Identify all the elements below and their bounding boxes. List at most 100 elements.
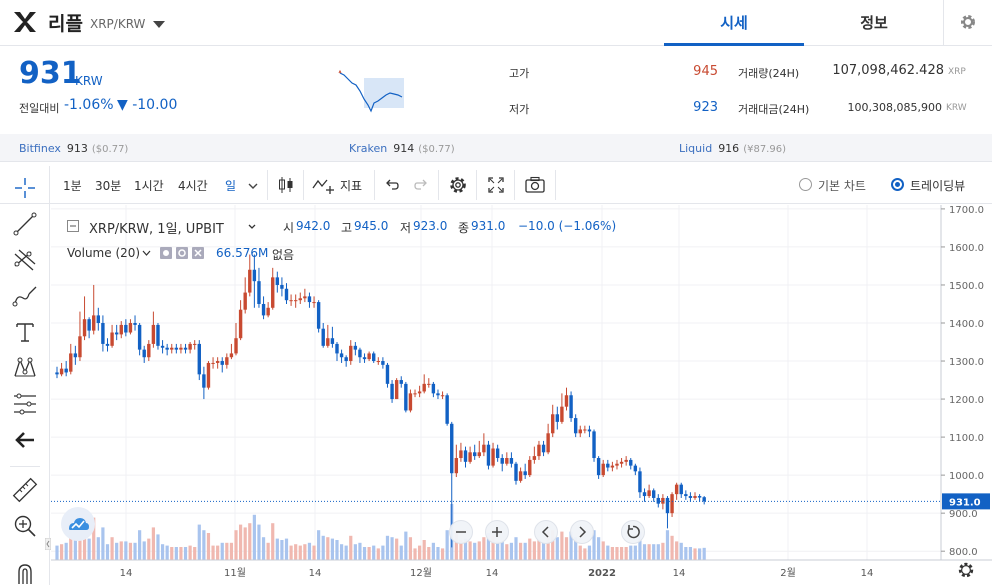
exchange-liquid[interactable]: Liquid 916 (¥87.96)	[679, 142, 786, 155]
interval-30m[interactable]: 30분	[95, 179, 122, 193]
volume-bar	[642, 544, 647, 560]
volume-bar	[390, 537, 394, 560]
legend-high-label: 고	[341, 221, 353, 235]
change-amount: ▼ -10.00	[117, 97, 178, 113]
coin-header: 리플 XRP/KRW 시세 정보	[0, 0, 992, 46]
reset-chart-button[interactable]	[621, 520, 645, 544]
volume-bar	[252, 514, 256, 560]
magnet-icon[interactable]	[11, 558, 39, 585]
pattern-icon[interactable]	[11, 354, 39, 382]
indicator-button[interactable]: 지표	[340, 179, 363, 193]
scroll-right-button[interactable]	[570, 520, 594, 544]
arrow-left-icon[interactable]	[11, 426, 39, 454]
volume-chevron-icon[interactable]	[142, 250, 151, 257]
price-chart[interactable]: 1700.0 1600.0 1500.0 1400.0 1300.0 1200.0 1100…	[51, 205, 992, 585]
volume-bar	[693, 548, 697, 560]
interval-chevron-down-icon[interactable]	[247, 182, 259, 190]
volume-bar	[105, 544, 110, 560]
volume-bar	[385, 535, 390, 560]
zoom-in-button[interactable]	[485, 520, 509, 544]
crosshair-icon[interactable]	[11, 174, 39, 202]
scroll-left-button[interactable]	[534, 520, 558, 544]
fib-retracement-icon[interactable]	[11, 390, 39, 418]
candle-body	[486, 444, 491, 466]
volume-bar	[147, 538, 151, 560]
tradingview-radio[interactable]	[891, 178, 904, 191]
chart-axis-settings-icon[interactable]	[956, 560, 976, 580]
text-tool-icon[interactable]	[11, 318, 39, 346]
interval-1h[interactable]: 1시간	[134, 179, 164, 193]
tab-price[interactable]: 시세	[664, 0, 804, 46]
volume-bar	[289, 545, 293, 560]
camera-icon[interactable]	[524, 176, 546, 194]
volume-legend-buttons[interactable]	[160, 247, 208, 259]
undo-icon[interactable]	[384, 177, 400, 193]
volume-bar	[436, 547, 440, 560]
volume-bar	[422, 540, 426, 560]
candle-body	[316, 302, 321, 329]
redo-icon[interactable]	[413, 177, 429, 193]
brush-icon[interactable]	[11, 282, 39, 310]
current-price-tag	[942, 493, 990, 510]
exchange-kraken[interactable]: Kraken 914 ($0.77)	[349, 142, 455, 155]
pitchfork-icon[interactable]	[11, 246, 39, 274]
volume-bar	[92, 517, 96, 560]
exchange-name: Liquid	[679, 142, 713, 155]
chart-settings-gear-icon[interactable]	[448, 175, 468, 195]
candle-body	[652, 490, 656, 498]
exchange-usd: (¥87.96)	[743, 144, 786, 155]
candle-body	[78, 336, 82, 358]
zoom-in-icon[interactable]	[11, 512, 39, 540]
candle-body	[202, 374, 206, 388]
volume-bar	[317, 530, 321, 560]
volume-legend-value: 66.576M	[216, 246, 269, 260]
indicator-icon[interactable]	[312, 176, 336, 196]
volume-bar	[339, 544, 344, 560]
candle-body	[358, 349, 362, 358]
interval-1d[interactable]: 일	[225, 179, 237, 193]
exchange-bitfinex[interactable]: Bitfinex 913 ($0.77)	[19, 142, 128, 155]
candle-body	[408, 393, 413, 411]
pair-dropdown-icon[interactable]	[153, 21, 165, 28]
volume-bar	[661, 542, 665, 560]
candle-body	[505, 458, 509, 464]
basic-chart-label[interactable]: 기본 차트	[818, 179, 866, 193]
volume-bar	[362, 547, 367, 560]
candle-body	[55, 372, 59, 375]
tradingview-logo-button[interactable]	[61, 507, 95, 541]
trend-line-icon[interactable]	[11, 210, 39, 238]
interval-1m[interactable]: 1분	[63, 179, 82, 193]
interval-4h[interactable]: 4시간	[178, 179, 208, 193]
candle-style-icon[interactable]	[276, 175, 296, 195]
candle-body	[381, 361, 385, 365]
volume-bar	[151, 527, 155, 560]
fullscreen-icon[interactable]	[487, 176, 505, 194]
volume-bar	[229, 542, 234, 560]
candle-body	[638, 471, 642, 493]
volume-bar	[330, 538, 334, 560]
volume-bar	[101, 527, 105, 560]
legend-symbol[interactable]: XRP/KRW, 1일, UPBIT	[89, 222, 224, 237]
volume-bar	[115, 542, 119, 560]
collapse-legend-icon[interactable]	[67, 220, 79, 232]
chart-canvas[interactable]: 1700.0 1600.0 1500.0 1400.0 1300.0 1200.0 1100…	[51, 205, 992, 585]
ruler-icon[interactable]	[11, 476, 39, 504]
price-unit: KRW	[75, 74, 103, 88]
tradingview-label[interactable]: 트레이딩뷰	[910, 179, 966, 193]
y-tick-label: 1600.0	[949, 243, 984, 254]
candle-body	[344, 357, 348, 362]
candle-body	[596, 458, 601, 476]
exchange-price: 913	[66, 142, 88, 155]
basic-chart-radio[interactable]	[799, 178, 812, 191]
legend-change: −10.0 (−1.06%)	[518, 219, 617, 233]
collapse-toolbar-icon[interactable]	[45, 538, 51, 550]
y-tick-label: 1100.0	[949, 433, 984, 444]
settings-button[interactable]	[943, 0, 992, 46]
tab-info[interactable]: 정보	[860, 14, 888, 32]
candle-body	[147, 343, 151, 358]
candle-body	[560, 406, 564, 422]
zoom-out-button[interactable]	[449, 520, 473, 544]
volume-legend-label[interactable]: Volume (20)	[67, 246, 141, 260]
symbol-chevron-icon[interactable]	[247, 223, 257, 231]
volume-bar	[133, 542, 137, 560]
